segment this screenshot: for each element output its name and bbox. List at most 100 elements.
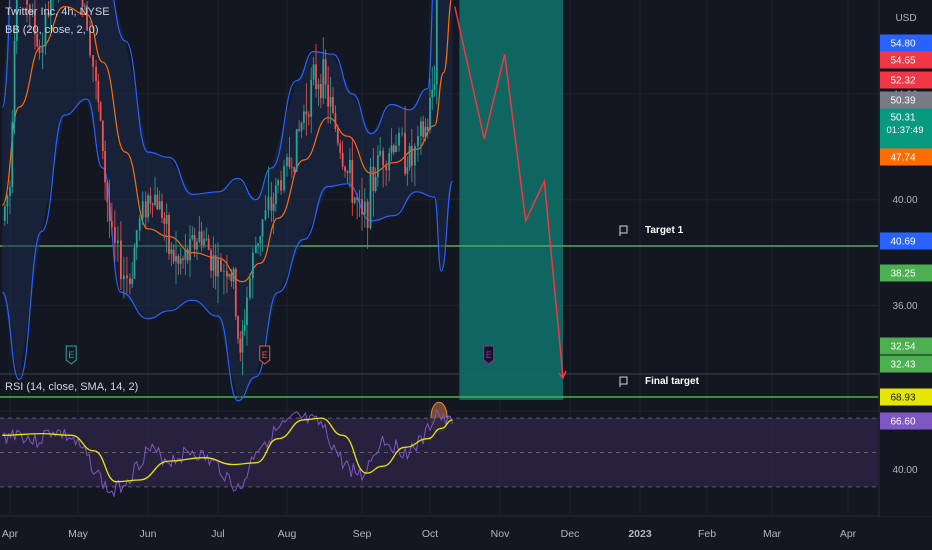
candle-body xyxy=(234,268,237,317)
candle-body xyxy=(175,255,177,262)
candle xyxy=(410,128,413,182)
candle-body xyxy=(6,195,9,207)
candle xyxy=(141,191,144,225)
target-label: Final target xyxy=(645,376,700,387)
price-tag-value: 38.25 xyxy=(890,269,915,280)
candle xyxy=(286,153,288,177)
candle-body xyxy=(86,5,88,31)
price-tag-value: 50.39 xyxy=(890,96,915,107)
price-tag-background xyxy=(880,108,932,153)
candle xyxy=(339,139,342,159)
rsi-sma-line xyxy=(2,417,453,483)
candle xyxy=(404,106,406,176)
candle xyxy=(376,145,379,187)
candle-body xyxy=(47,12,50,16)
candle-body xyxy=(49,0,52,16)
candle-body xyxy=(361,199,363,215)
candle-body xyxy=(307,114,310,117)
earnings-letter: E xyxy=(262,350,268,360)
candle xyxy=(307,111,310,126)
projection-path xyxy=(454,6,564,377)
bollinger-upper-band xyxy=(1,0,433,201)
candle xyxy=(198,216,201,244)
candle-body xyxy=(272,203,275,211)
candle xyxy=(47,1,50,18)
candle xyxy=(3,204,6,226)
candle xyxy=(290,157,293,178)
candle-body xyxy=(217,259,219,277)
candle xyxy=(241,319,244,376)
candle-body xyxy=(106,182,109,203)
candle xyxy=(327,66,330,124)
earnings-badge xyxy=(483,345,495,365)
candle xyxy=(144,191,147,230)
candle-body xyxy=(406,167,409,174)
candle xyxy=(135,229,138,261)
candle-body xyxy=(366,201,369,229)
price-tag-background xyxy=(880,34,932,52)
candle xyxy=(217,242,219,304)
candle-body xyxy=(417,135,419,147)
candle xyxy=(175,231,177,284)
candle xyxy=(101,120,104,160)
candle-body xyxy=(410,146,413,166)
candle xyxy=(86,0,88,31)
candle-body xyxy=(249,278,251,298)
candle xyxy=(280,170,282,195)
candle xyxy=(261,218,264,253)
price-tag-value: 54.80 xyxy=(890,39,915,50)
candle-body xyxy=(41,46,44,54)
candle-body xyxy=(408,146,411,168)
candle-body xyxy=(319,84,322,99)
candle-body xyxy=(237,316,239,339)
candle xyxy=(341,140,344,170)
rsi-indicator-legend[interactable]: RSI (14, close, SMA, 14, 2) xyxy=(5,381,139,393)
candle xyxy=(149,187,152,215)
candle-body xyxy=(310,79,313,117)
candle-body xyxy=(15,0,18,41)
candle-body xyxy=(251,252,254,279)
candle-body xyxy=(298,129,300,131)
candle xyxy=(123,256,125,299)
candle-body xyxy=(198,231,201,242)
candle-body xyxy=(379,150,382,156)
candle-body xyxy=(388,153,391,171)
candle-body xyxy=(44,12,47,47)
candle-body xyxy=(270,196,273,211)
candle-body xyxy=(395,145,397,153)
candle xyxy=(239,331,242,362)
candle-body xyxy=(351,159,354,203)
earnings-letter: E xyxy=(486,350,492,360)
candle-body xyxy=(241,330,244,353)
currency-label: USD xyxy=(895,13,916,24)
candle-body xyxy=(349,159,351,173)
candle xyxy=(431,66,434,110)
candle-body xyxy=(254,245,257,253)
candle-body xyxy=(398,132,400,146)
candle-body xyxy=(163,218,166,224)
candle xyxy=(322,37,325,105)
candle-body xyxy=(332,96,334,113)
candle xyxy=(113,210,116,263)
candle-body xyxy=(433,84,436,91)
candle xyxy=(346,169,349,184)
candle xyxy=(203,230,205,249)
candle xyxy=(435,0,438,105)
candle-body xyxy=(165,214,168,224)
candle-body xyxy=(401,132,403,134)
price-axis-tag: 50.39 xyxy=(880,91,932,109)
candle-body xyxy=(34,10,36,35)
price-tag-background xyxy=(880,148,932,166)
candle-body xyxy=(220,259,222,272)
candle-body xyxy=(259,236,262,244)
candle xyxy=(104,140,106,201)
candle-body xyxy=(324,59,327,85)
candle-body xyxy=(13,40,16,123)
bb-indicator-legend[interactable]: BB (20, close, 2, 0) xyxy=(5,24,99,36)
price-axis-tag: 54.65 xyxy=(880,51,932,69)
candle xyxy=(295,128,298,173)
candle-body xyxy=(376,155,379,177)
candle xyxy=(129,273,131,295)
candlestick-series xyxy=(3,0,438,376)
